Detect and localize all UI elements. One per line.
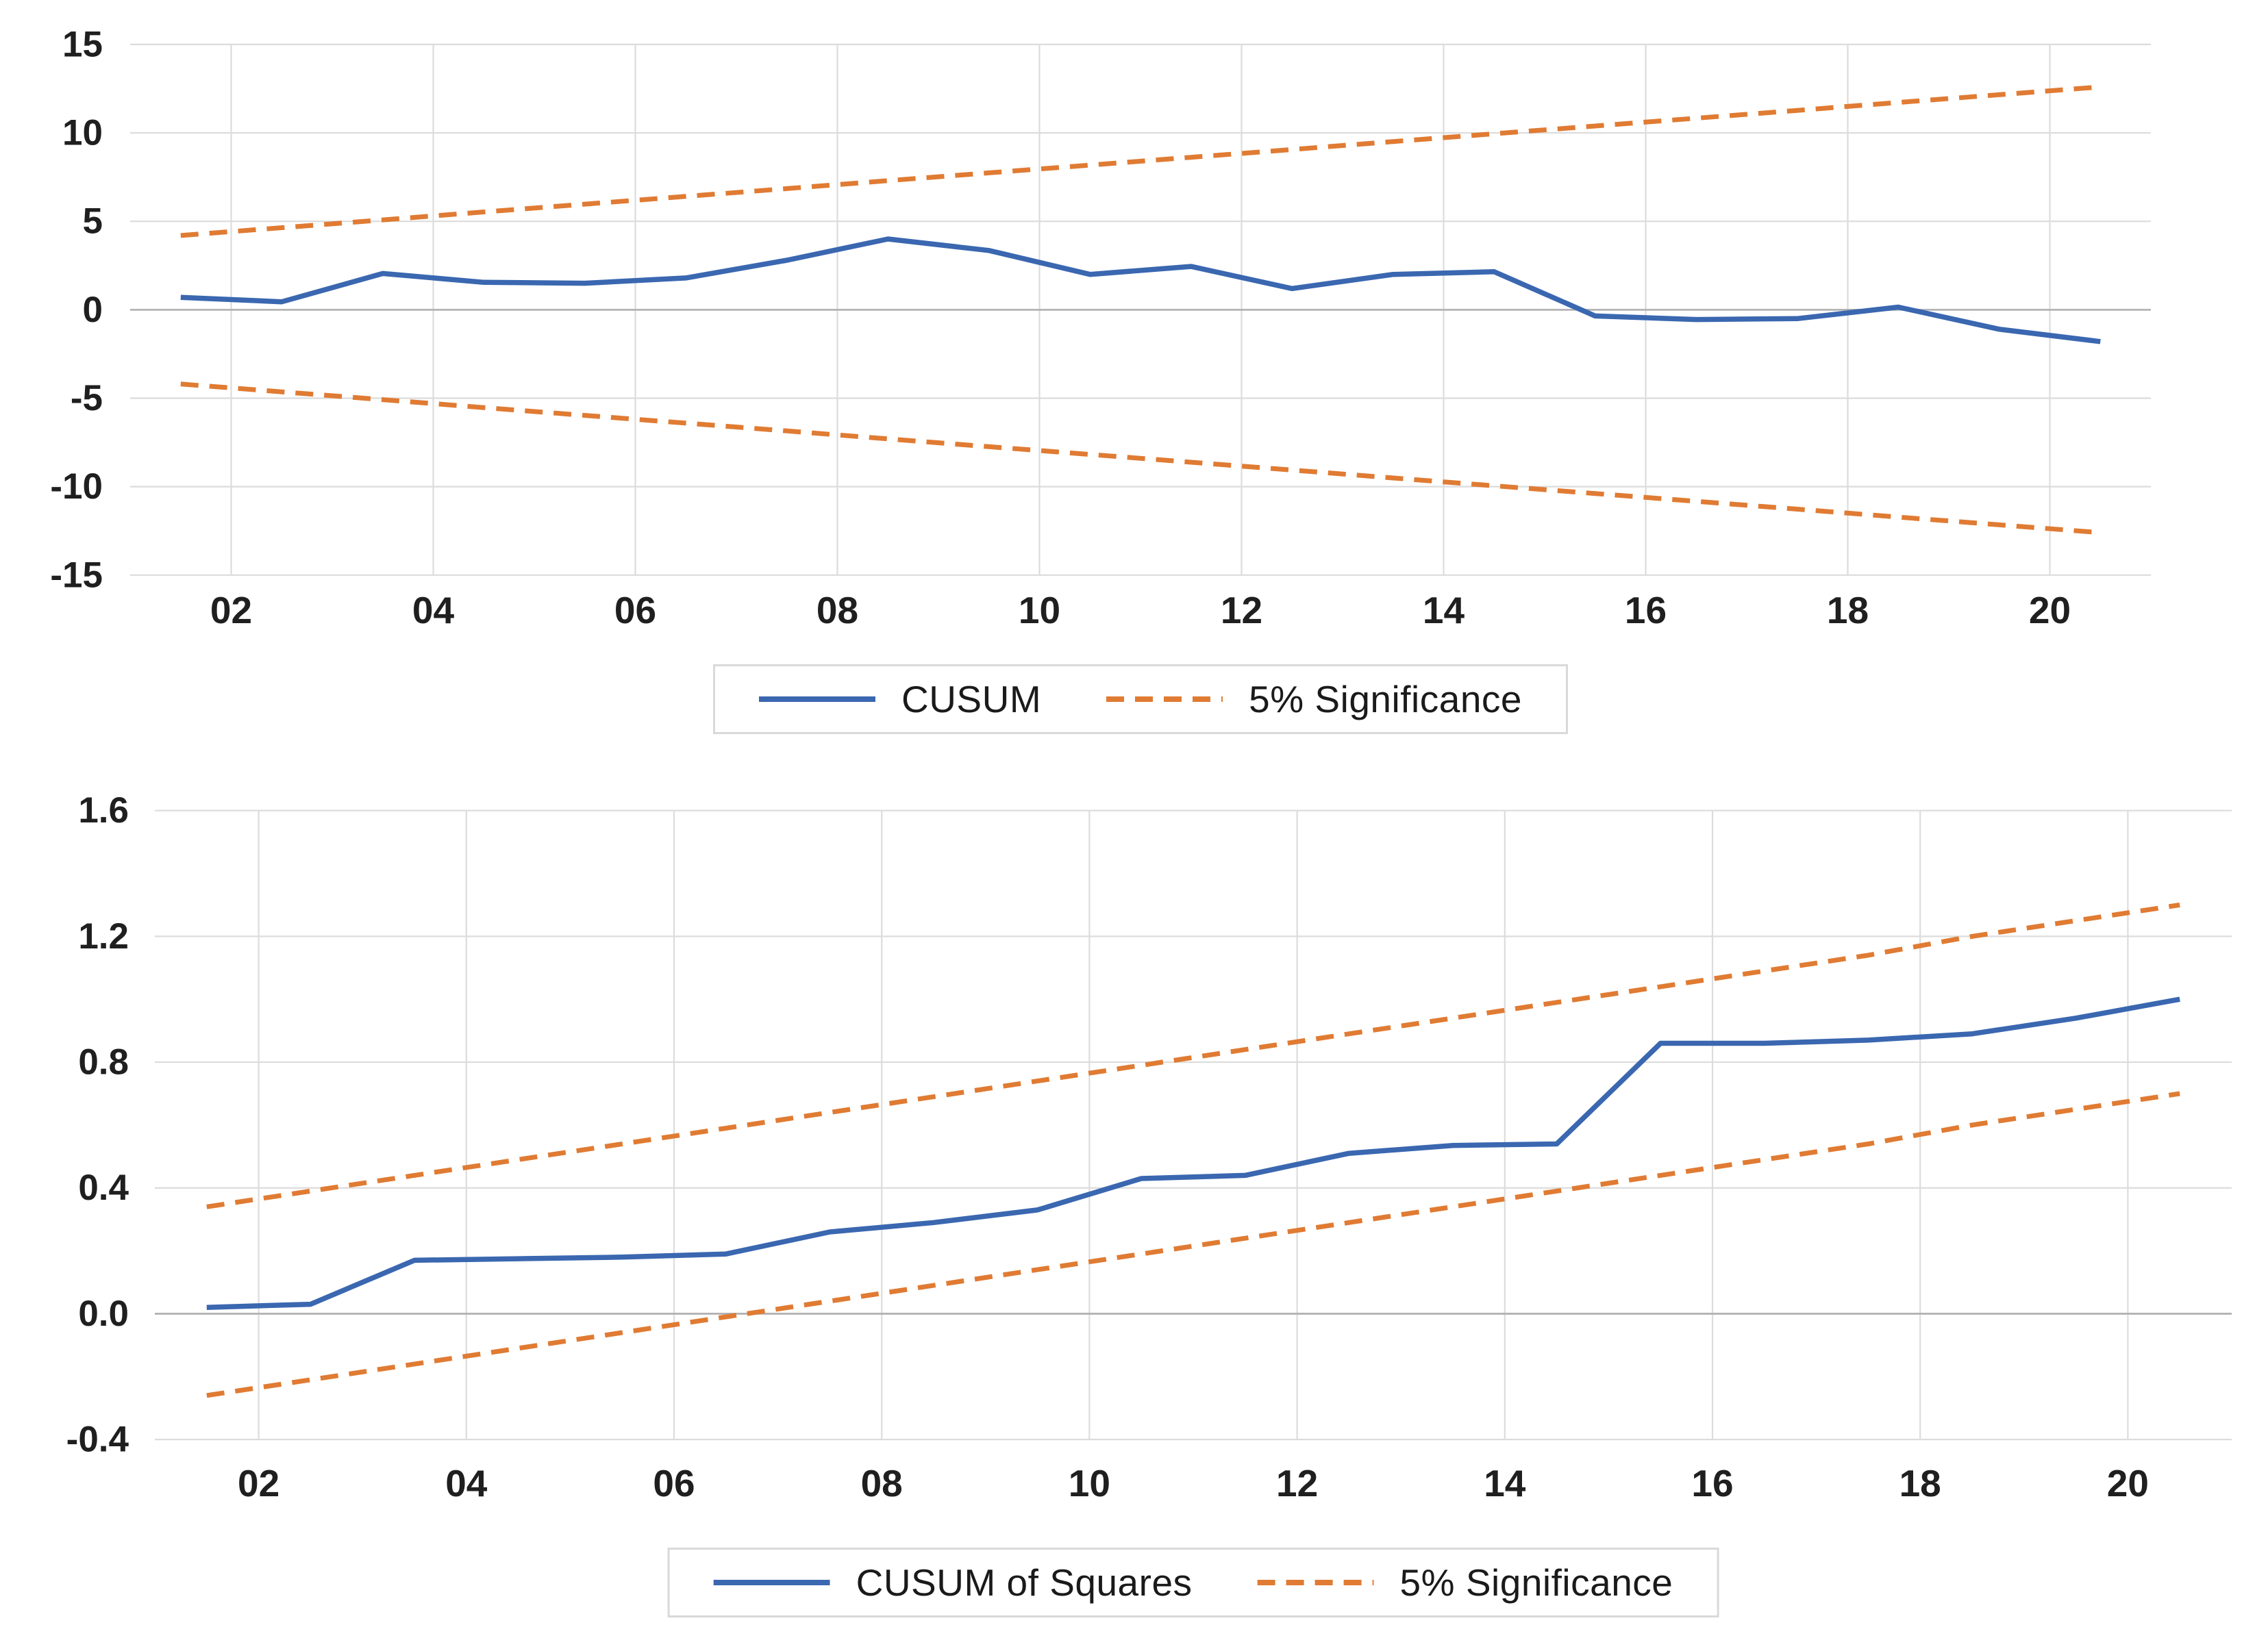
- x-axis-tick-label: 16: [1691, 1462, 1733, 1504]
- x-axis-tick-label: 06: [653, 1462, 695, 1504]
- series-line-5-significance-upper-: [180, 84, 2101, 238]
- y-axis-tick-label: -10: [50, 466, 103, 507]
- legend-item-cusum: CUSUM: [758, 677, 1042, 721]
- x-axis-tick-label: 14: [1484, 1462, 1526, 1504]
- x-axis-tick-label: 04: [445, 1462, 488, 1504]
- y-axis-tick-label: -5: [71, 378, 103, 418]
- y-axis-tick-label: 5: [83, 201, 103, 242]
- series-line-5-significance-lower-: [180, 381, 2101, 536]
- legend-label-cusum-of-squares: CUSUM of Squares: [856, 1561, 1193, 1604]
- legend-cusum: CUSUM 5% Significance: [712, 664, 1569, 734]
- legend-label-cusum: CUSUM: [901, 678, 1042, 720]
- significance-dashed-swatch-2-icon: [1257, 1580, 1374, 1585]
- y-axis-tick-label: 1.6: [78, 790, 129, 831]
- legend-item-significance: 5% Significance: [1106, 677, 1522, 721]
- x-axis-tick-label: 18: [1827, 589, 1869, 631]
- chart-1: 1.6 1.2 0.8 0.4 0.0 -0.4 02 04 06 08 10 12 14 16 18 20: [66, 790, 2232, 1504]
- x-axis-tick-label: 18: [1899, 1462, 1941, 1504]
- x-axis-tick-label: 02: [238, 1462, 279, 1504]
- y-axis-tick-label: 10: [62, 113, 103, 153]
- cusum-of-squares-line-swatch-icon: [713, 1580, 830, 1585]
- legend-label-significance-2: 5% Significance: [1399, 1561, 1673, 1604]
- y-axis-tick-label: 15: [62, 24, 103, 64]
- legend-item-cusum-of-squares: CUSUM of Squares: [713, 1561, 1193, 1604]
- y-axis-tick-label: 0.4: [78, 1168, 129, 1208]
- x-axis-tick-label: 12: [1221, 589, 1262, 631]
- x-axis-tick-label: 02: [210, 589, 252, 631]
- y-axis-tick-label: -15: [50, 555, 103, 595]
- series-line-5-significance-upper-: [206, 903, 2180, 1209]
- y-axis-tick-label: 0.8: [78, 1042, 129, 1083]
- legend-item-significance-2: 5% Significance: [1257, 1561, 1673, 1604]
- series-line-cusum: [180, 236, 2101, 344]
- x-axis-tick-label: 08: [817, 589, 858, 631]
- x-axis-tick-label: 10: [1019, 589, 1060, 631]
- significance-dashed-swatch-icon: [1106, 696, 1223, 702]
- x-axis-tick-label: 14: [1423, 589, 1465, 631]
- x-axis-tick-label: 06: [614, 589, 656, 631]
- x-axis-tick-label: 12: [1276, 1462, 1318, 1504]
- y-axis-tick-label: 0.0: [78, 1294, 129, 1334]
- cusum-line-swatch-icon: [758, 696, 875, 702]
- series-line-cusum-of-squares: [206, 996, 2180, 1310]
- y-axis-tick-label: 0: [83, 290, 103, 330]
- x-axis-tick-label: 08: [861, 1462, 903, 1504]
- x-axis-tick-label: 16: [1625, 589, 1667, 631]
- legend-label-significance: 5% Significance: [1249, 678, 1523, 720]
- legend-cusum-of-squares: CUSUM of Squares 5% Significance: [667, 1548, 1719, 1617]
- x-axis-tick-label: 10: [1069, 1462, 1110, 1504]
- y-axis-tick-label: -0.4: [66, 1420, 129, 1460]
- x-axis-tick-label: 20: [2029, 589, 2071, 631]
- x-axis-tick-label: 20: [2107, 1462, 2149, 1504]
- chart-0: 15 10 5 0 -5 -10 -15 02 04 06 08 10 12 14 16 18 20: [50, 24, 2151, 631]
- y-axis-tick-label: 1.2: [78, 916, 129, 957]
- series-line-5-significance-lower-: [206, 1091, 2180, 1398]
- x-axis-tick-label: 04: [412, 589, 455, 631]
